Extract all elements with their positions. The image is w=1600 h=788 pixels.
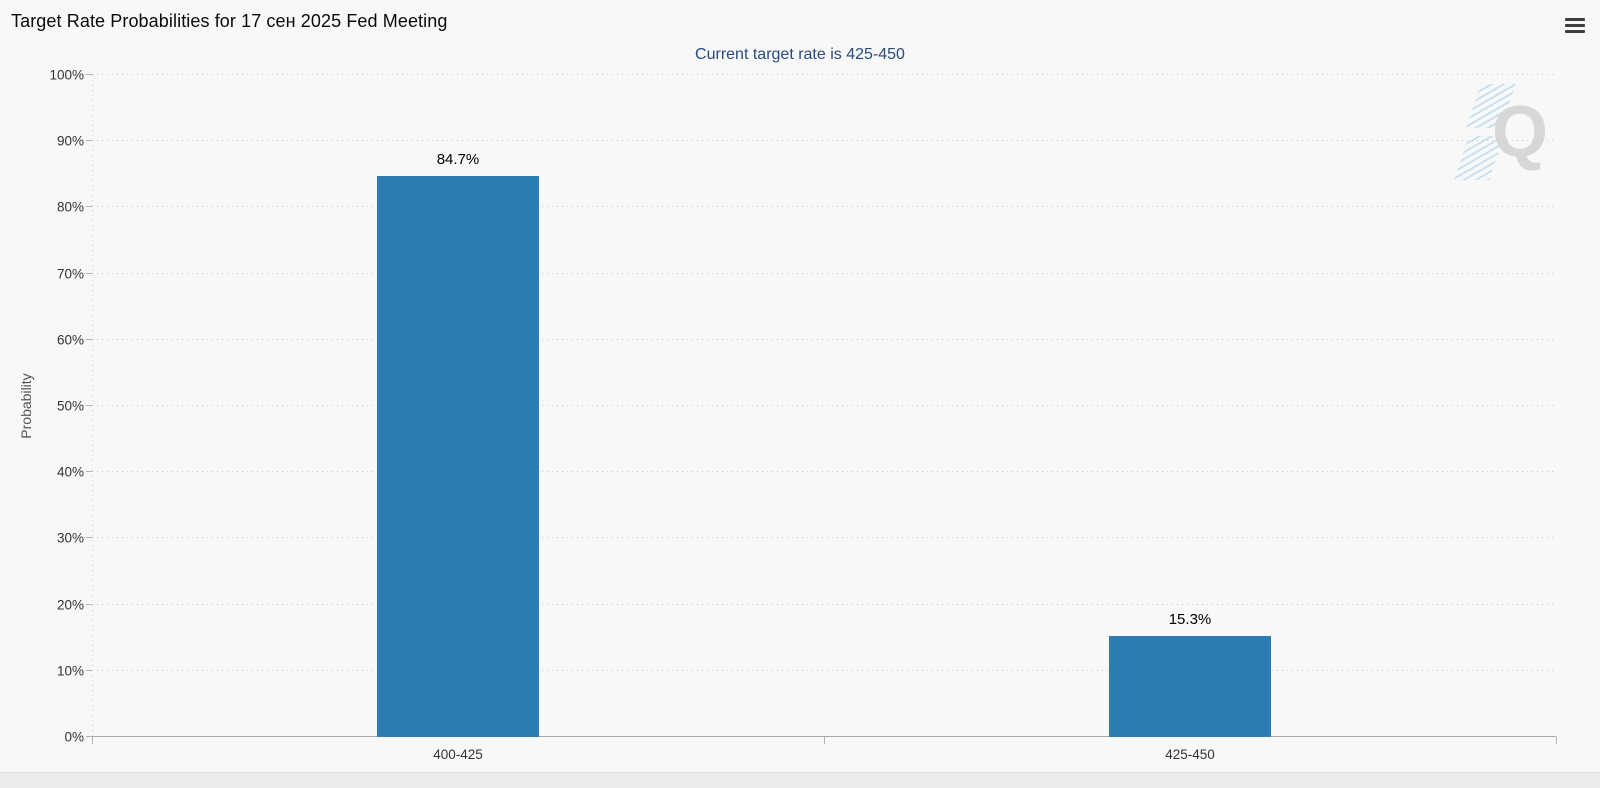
y-tick-mark — [86, 537, 92, 539]
hamburger-bar — [1565, 24, 1585, 27]
y-tick-label: 60% — [56, 332, 84, 348]
gridline — [92, 736, 1556, 737]
gridline — [92, 537, 1556, 539]
y-tick-mark — [86, 669, 92, 671]
y-tick-mark — [86, 338, 92, 340]
y-tick-mark — [86, 405, 92, 406]
hamburger-menu-icon[interactable] — [1565, 18, 1585, 33]
y-tick-mark — [86, 471, 92, 473]
bar-value-label: 15.3% — [1168, 610, 1212, 628]
gridline — [92, 471, 1556, 473]
y-axis: 0% 10% 20% 30% 40% 50% 60% 70% 80% 90% 100% — [0, 68, 84, 745]
gridline — [92, 603, 1556, 605]
y-tick-mark — [86, 603, 92, 605]
gridline — [92, 272, 1556, 274]
gridline — [92, 74, 1556, 75]
x-tick-label: 400-425 — [433, 747, 483, 762]
x-tick-mark — [824, 737, 825, 744]
gridline — [92, 338, 1556, 340]
y-tick-label: 50% — [56, 398, 84, 414]
y-tick-mark — [86, 272, 92, 274]
plot-area: 84.7% 15.3% — [86, 74, 1557, 744]
y-tick-label: 90% — [56, 133, 84, 149]
gridline — [92, 405, 1556, 406]
y-tick-mark — [86, 206, 92, 208]
y-tick-label: 40% — [56, 464, 84, 480]
y-tick-label: 100% — [49, 67, 84, 83]
horizontal-scrollbar[interactable] — [0, 772, 1600, 788]
y-tick-label: 30% — [56, 530, 84, 546]
gridline — [92, 669, 1556, 671]
x-tick-mark — [92, 737, 93, 744]
chart-subtitle: Current target rate is 425-450 — [695, 46, 905, 63]
y-tick-label: 0% — [64, 729, 84, 745]
x-axis: 400-425 425-450 — [92, 747, 1556, 767]
bar-value-label: 84.7% — [436, 151, 480, 169]
y-tick-label: 80% — [56, 199, 84, 215]
y-tick-label: 20% — [56, 597, 84, 613]
bar-400-425[interactable]: 84.7% — [377, 151, 539, 737]
x-tick-label: 425-450 — [1165, 747, 1215, 762]
y-tick-label: 10% — [56, 663, 84, 679]
x-tick-mark — [1556, 737, 1557, 744]
gridline — [92, 140, 1556, 142]
y-tick-mark — [86, 74, 92, 75]
hamburger-bar — [1565, 30, 1585, 33]
bar-425-450[interactable]: 15.3% — [1109, 611, 1271, 737]
y-tick-mark — [86, 736, 92, 737]
page-title: Target Rate Probabilities for 17 сен 202… — [11, 11, 448, 31]
gridline — [92, 206, 1556, 208]
y-tick-mark — [86, 140, 92, 142]
y-tick-label: 70% — [56, 266, 84, 282]
hamburger-bar — [1565, 18, 1585, 21]
